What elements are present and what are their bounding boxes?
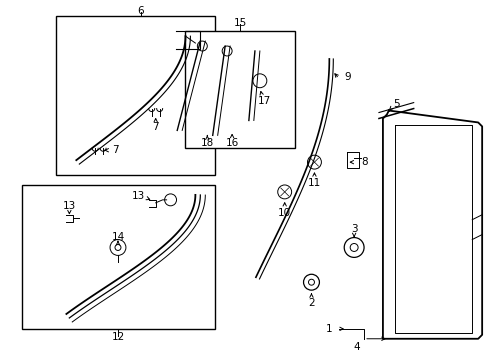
Text: 8: 8 (360, 157, 366, 167)
Circle shape (307, 155, 321, 169)
Circle shape (277, 185, 291, 199)
Bar (185, 31, 294, 148)
Bar (21, 185, 215, 329)
Text: 7: 7 (152, 122, 159, 132)
Circle shape (164, 194, 176, 206)
Text: 10: 10 (278, 208, 291, 218)
Circle shape (115, 244, 121, 251)
Text: 18: 18 (200, 138, 213, 148)
Circle shape (349, 243, 357, 251)
Text: 6: 6 (137, 6, 144, 16)
Text: 5: 5 (393, 99, 399, 109)
Text: 2: 2 (307, 298, 314, 308)
Text: 7: 7 (111, 145, 118, 155)
Bar (56, 16, 215, 175)
Text: 13: 13 (62, 201, 76, 211)
Text: 11: 11 (307, 178, 321, 188)
Circle shape (222, 46, 232, 56)
Text: 17: 17 (258, 96, 271, 105)
Text: 13: 13 (132, 191, 145, 201)
Circle shape (344, 238, 364, 257)
Circle shape (308, 279, 314, 285)
Text: 3: 3 (350, 224, 357, 234)
Text: 9: 9 (343, 72, 350, 82)
Circle shape (303, 274, 319, 290)
Text: 4: 4 (353, 342, 360, 352)
Text: 12: 12 (111, 332, 124, 342)
Circle shape (197, 41, 207, 51)
Circle shape (252, 74, 266, 88)
Text: 15: 15 (233, 18, 246, 28)
Text: 14: 14 (111, 231, 124, 242)
Circle shape (110, 239, 126, 255)
Text: 1: 1 (325, 324, 332, 334)
Text: 16: 16 (225, 138, 238, 148)
